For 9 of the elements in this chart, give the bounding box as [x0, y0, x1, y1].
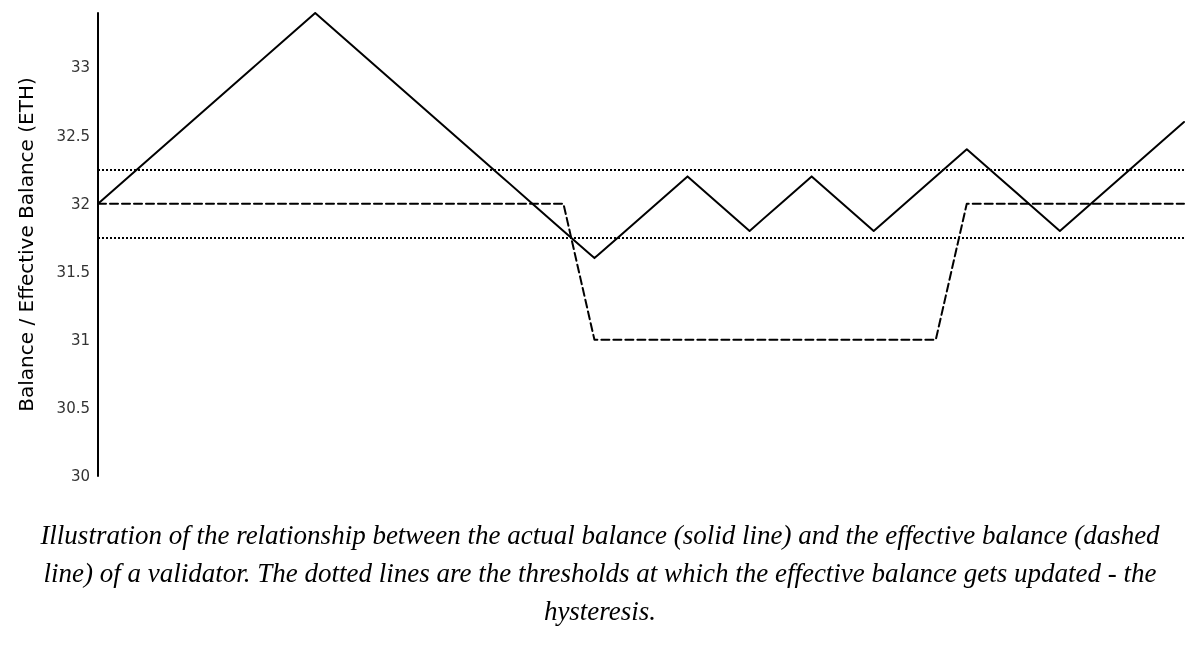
- y-tick-label: 30.5: [56, 398, 90, 417]
- y-tick-label: 32.5: [56, 126, 90, 145]
- y-tick-label: 33: [70, 58, 90, 77]
- y-tick-label: 32: [70, 194, 90, 213]
- text: Illustration of the relationship between the actual balance (solid line) and the effective balance (dashed line) of a validator. The dotted lines are the thresholds at which the effective balance gets updated - the hysteresis.: [39, 519, 1161, 628]
- y-tick-label: 31: [70, 330, 90, 349]
- y-axis-title: Balance / Effective Balance (ETH): [14, 77, 38, 412]
- y-tick-label: 31.5: [56, 262, 90, 281]
- y-tick-label: 30: [70, 467, 90, 485]
